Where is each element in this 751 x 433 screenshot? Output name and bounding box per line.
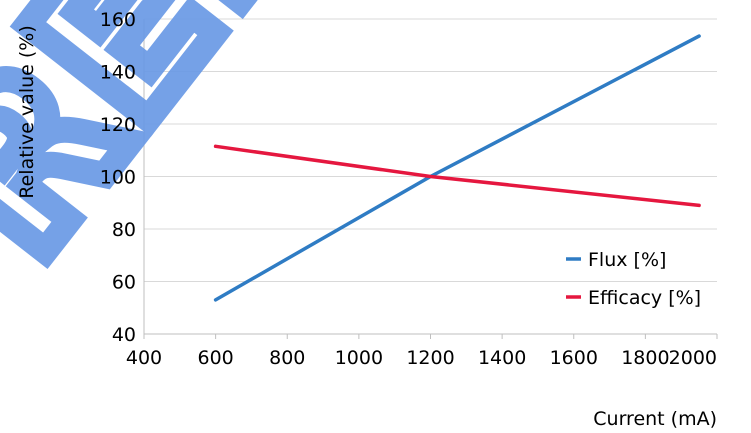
gridlines	[144, 18, 717, 335]
x-tick-label: 1600	[550, 347, 598, 369]
y-tick-label: 60	[112, 272, 136, 294]
legend-label: Flux [%]	[588, 249, 666, 271]
y-tick-label: 40	[112, 324, 136, 346]
x-axis-title: Current (mA)	[593, 408, 717, 430]
x-tick-label: 1000	[335, 347, 383, 369]
legend-label: Efficacy [%]	[588, 287, 701, 309]
x-tick-labels: 400 600 800 1000 1200 1400 1600 1800 2000	[126, 347, 717, 369]
x-tick-label: 800	[269, 347, 305, 369]
x-tick-label: 1200	[406, 347, 454, 369]
series-line-efficacy	[213, 144, 701, 208]
y-tick-labels: 40 60 80 100 120 140 160	[100, 9, 136, 346]
y-tick-label: 160	[100, 9, 136, 31]
x-tick-label: 600	[197, 347, 233, 369]
data-series	[213, 34, 701, 302]
legend: Flux [%] Efficacy [%]	[566, 249, 701, 309]
x-tick-label: 2000	[669, 347, 717, 369]
axes	[143, 19, 718, 339]
y-tick-label: 80	[112, 219, 136, 241]
y-tick-label: 100	[100, 167, 136, 189]
y-axis-title: Relative value (%)	[16, 25, 38, 198]
y-tick-label: 120	[100, 114, 136, 136]
x-tick-label: 1400	[478, 347, 526, 369]
y-tick-label: 140	[100, 62, 136, 84]
x-tick-label: 400	[126, 347, 162, 369]
x-tick-label: 1800	[621, 347, 669, 369]
